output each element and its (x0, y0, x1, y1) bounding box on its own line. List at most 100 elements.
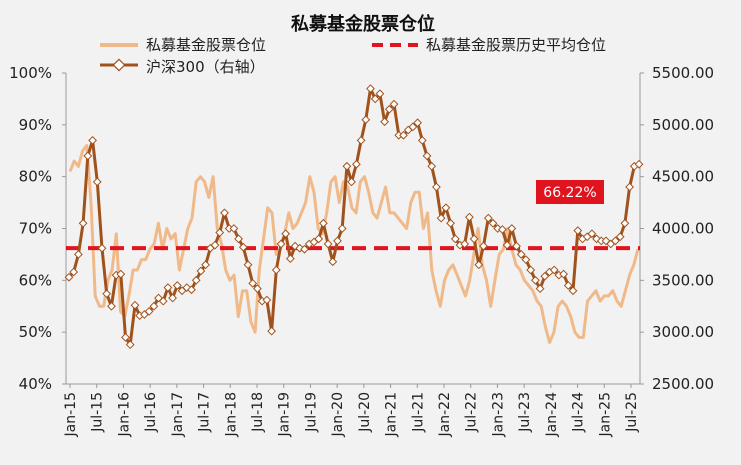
x-tick-label: Jan-24 (544, 392, 560, 438)
csi300-point (333, 236, 342, 246)
csi300-point (248, 279, 258, 288)
csi300-point (130, 300, 140, 310)
csi300-point (460, 239, 470, 249)
csi300-point (229, 224, 239, 233)
csi300-point (220, 208, 229, 218)
x-tick-label: Jan-16 (116, 392, 132, 438)
left-tick-label: 80% (19, 168, 52, 186)
csi300-point (356, 136, 366, 145)
csi300-point (427, 161, 437, 171)
csi300-point (498, 225, 507, 234)
x-tick-label: Jan-21 (384, 392, 400, 437)
right-tick-label: 5500.00 (652, 64, 714, 82)
csi300-point (201, 260, 210, 270)
csi300-point (450, 234, 460, 244)
x-tick-label: Jul-23 (517, 392, 533, 433)
csi300-point (620, 218, 630, 228)
csi300-point (389, 99, 399, 109)
csi300-point (531, 275, 540, 285)
csi300-point (149, 301, 159, 311)
csi300-point (74, 250, 83, 259)
csi300-point (163, 283, 173, 292)
csi300-point (370, 94, 380, 104)
csi300-point (243, 260, 253, 270)
csi300-point (417, 136, 427, 145)
x-tick-label: Jan-25 (597, 392, 613, 437)
csi300-point (347, 177, 356, 187)
csi300-point (526, 265, 536, 275)
csi300-point (634, 159, 644, 169)
csi300-point (69, 267, 79, 277)
x-tick-label: Jan-20 (330, 392, 346, 437)
csi300-point (502, 240, 512, 250)
legend-label-position: 私募基金股票仓位 (146, 36, 266, 54)
csi300-point (446, 218, 455, 228)
csi300-point (83, 151, 93, 161)
csi300-point (352, 159, 361, 169)
legend-label-average: 私募基金股票历史平均仓位 (426, 36, 606, 54)
x-tick-label: Jan-19 (277, 392, 293, 437)
csi300-point (413, 118, 422, 128)
csi300-point (125, 340, 135, 349)
csi300-point (549, 265, 559, 275)
csi300-point (314, 234, 324, 244)
x-tick-label: Jan-22 (437, 392, 453, 437)
x-tick-label: Jan-17 (170, 392, 186, 437)
csi300-point (187, 285, 196, 295)
csi300-point (196, 266, 206, 276)
csi300-point (276, 239, 286, 249)
csi300-point (366, 84, 375, 93)
csi300-point (516, 250, 526, 259)
csi300-point (479, 241, 488, 251)
left-axis: 100% 90% 80% 70% 60% 50% 40% (9, 64, 66, 393)
csi300-point (342, 161, 352, 171)
csi300-point (568, 286, 578, 296)
left-tick-label: 100% (9, 64, 52, 82)
csi300-point (615, 232, 625, 242)
csi300-point (300, 244, 309, 254)
annotation-label: 66.22% (543, 185, 596, 201)
x-tick-label: Jul-24 (571, 392, 587, 433)
chart-title: 私募基金股票仓位 (291, 13, 435, 35)
csi300-point (474, 260, 484, 270)
x-tick-label: Jan-23 (490, 392, 506, 437)
csi300-point (323, 239, 333, 249)
csi300-point (144, 307, 154, 316)
csi300-point (488, 218, 498, 228)
csi300-point (521, 255, 531, 264)
csi300-point (78, 218, 88, 228)
csi300-point (540, 271, 550, 281)
csi300-point (625, 182, 634, 192)
csi300-point (328, 257, 338, 267)
annotation-box (536, 180, 604, 204)
csi300-point (611, 236, 620, 246)
csi300-point (234, 234, 243, 244)
csi300-point (262, 295, 272, 305)
left-tick-label: 90% (19, 116, 52, 134)
right-tick-label: 4000.00 (652, 220, 714, 238)
csi300-point (375, 89, 385, 99)
csi300-point (535, 284, 545, 293)
csi300-point (573, 226, 583, 235)
csi300-point (210, 240, 220, 250)
csi300-point (394, 130, 404, 140)
csi300-point (253, 284, 262, 293)
legend-marker-csi300 (112, 58, 126, 72)
right-tick-label: 2500.00 (652, 375, 714, 393)
series-line-position (68, 144, 640, 344)
x-tick-label: Jul-19 (303, 392, 319, 433)
csi300-point (319, 218, 328, 228)
csi300-point (97, 243, 107, 253)
csi300-point (436, 213, 446, 223)
csi300-point (238, 242, 248, 252)
csi300-point (337, 224, 347, 233)
csi300-point (361, 115, 371, 125)
right-tick-label: 4500.00 (652, 168, 714, 186)
csi300-point (286, 254, 295, 263)
csi300-point (441, 203, 451, 213)
x-tick-label: Jan-18 (223, 392, 239, 437)
csi300-point (483, 213, 493, 223)
right-tick-label: 3500.00 (652, 271, 714, 289)
x-tick-label: Jul-17 (197, 392, 213, 433)
